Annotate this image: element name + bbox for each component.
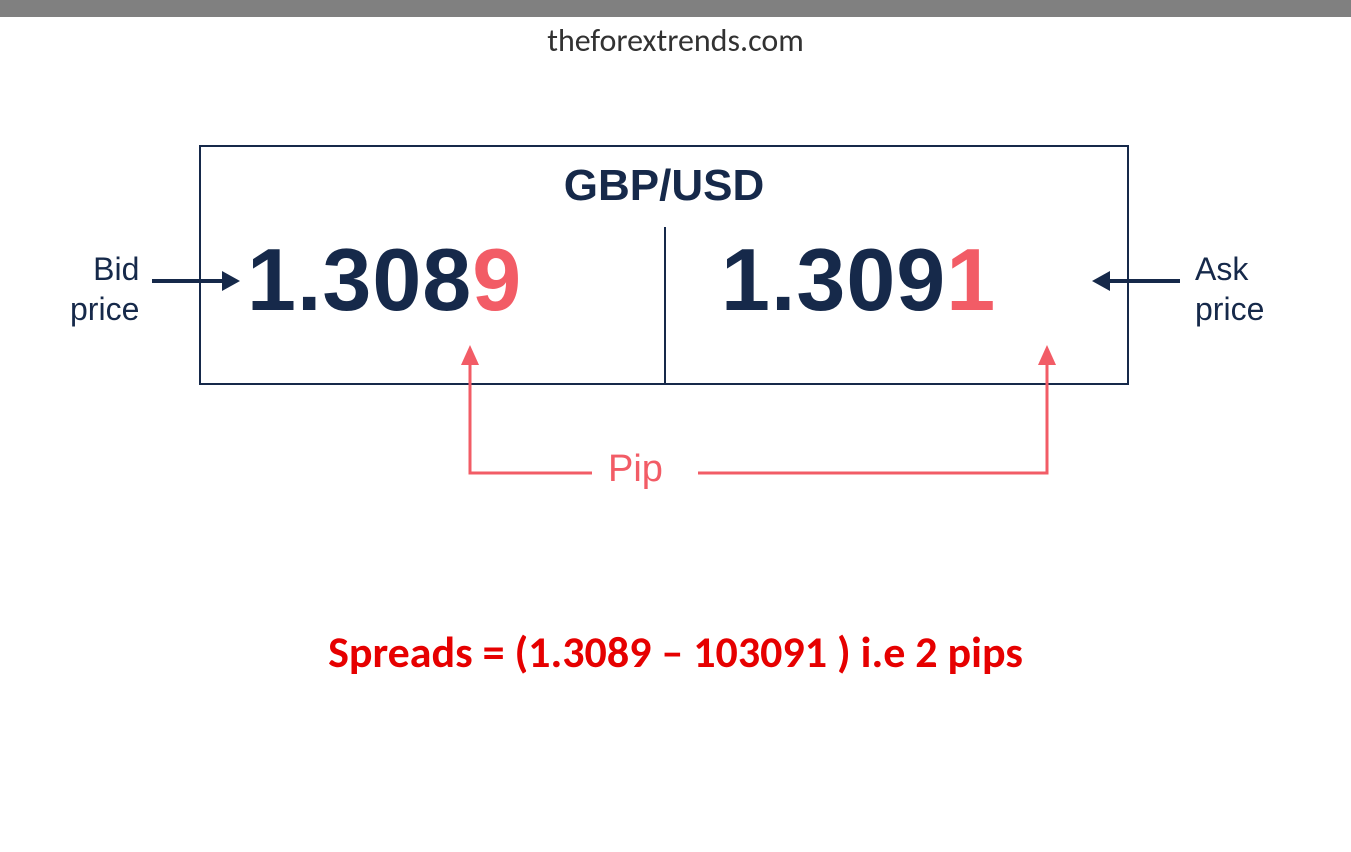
quote-box: GBP/USD 1.3089 1.3091 — [199, 145, 1129, 385]
currency-pair: GBP/USD — [201, 161, 1127, 211]
top-bar — [0, 0, 1351, 17]
ask-label-line2: price — [1195, 291, 1264, 327]
arrow-left-icon — [1108, 279, 1180, 283]
bid-label-line1: Bid — [93, 251, 139, 287]
ask-label: Ask price — [1195, 249, 1264, 329]
bid-price-pip-digit: 9 — [472, 230, 522, 329]
ask-price-main: 1.309 — [721, 230, 946, 329]
forex-spread-diagram: GBP/USD 1.3089 1.3091 Bid price Ask pric… — [0, 145, 1351, 565]
bid-label-line2: price — [70, 291, 139, 327]
bid-price-main: 1.308 — [247, 230, 472, 329]
ask-price: 1.3091 — [721, 229, 996, 331]
site-url: theforextrends.com — [0, 21, 1351, 60]
ask-price-pip-digit: 1 — [946, 230, 996, 329]
price-divider — [664, 227, 666, 383]
spread-formula: Spreads = (1.3089 – 103091 ) i.e 2 pips — [0, 625, 1351, 679]
bid-price: 1.3089 — [247, 229, 522, 331]
ask-label-line1: Ask — [1195, 251, 1248, 287]
bid-label: Bid price — [70, 249, 139, 329]
arrow-right-icon — [152, 279, 224, 283]
pip-label: Pip — [608, 448, 663, 491]
